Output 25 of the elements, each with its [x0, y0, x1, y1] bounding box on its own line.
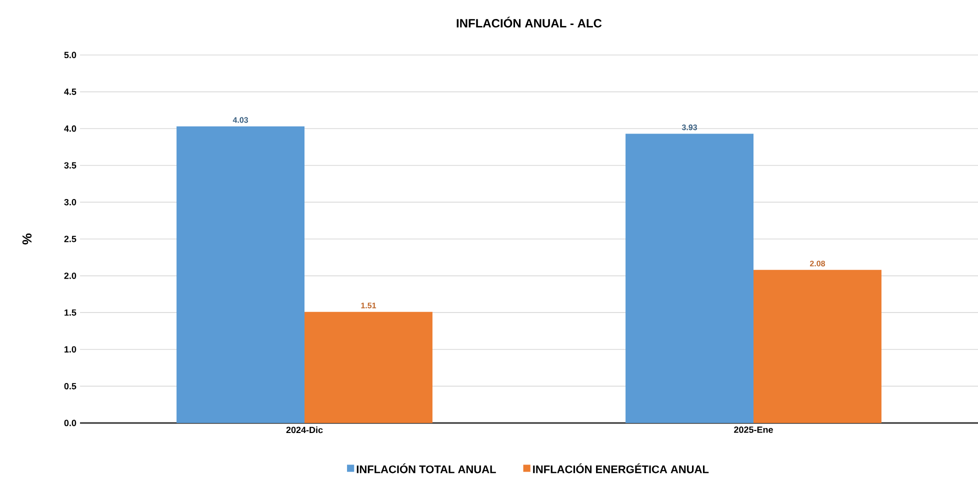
data-label: 1.51 [361, 302, 376, 308]
data-label: 3.93 [682, 124, 698, 130]
data-label: 2.08 [810, 260, 826, 266]
text: 4.5 [64, 88, 76, 95]
text: 0.5 [64, 382, 76, 390]
text: 1.5 [64, 309, 76, 316]
bar [176, 126, 305, 423]
bar [754, 270, 882, 423]
chart-title: INFLACIÓN ANUAL - ALC [456, 16, 602, 28]
x-tick-label: 2025-Ene [734, 426, 773, 433]
legend-label: INFLACIÓN TOTAL ANUAL [356, 463, 496, 474]
text: 2.5 [64, 236, 76, 242]
text: 3.0 [64, 198, 76, 206]
text: 5.0 [64, 52, 76, 58]
data-label: 4.03 [232, 117, 248, 123]
text: 4.0 [64, 125, 76, 132]
bar [304, 312, 432, 423]
x-tick-label: 2024-Dic [286, 426, 323, 434]
legend-label: INFLACIÓN ENERGÉTICA ANUAL [533, 463, 709, 474]
text: 3.5 [64, 162, 76, 169]
y-axis-title: % [22, 234, 32, 244]
text: 2.0 [64, 272, 76, 279]
text: 0.0 [64, 420, 76, 426]
bar [626, 134, 754, 423]
text: 1.0 [64, 346, 76, 353]
